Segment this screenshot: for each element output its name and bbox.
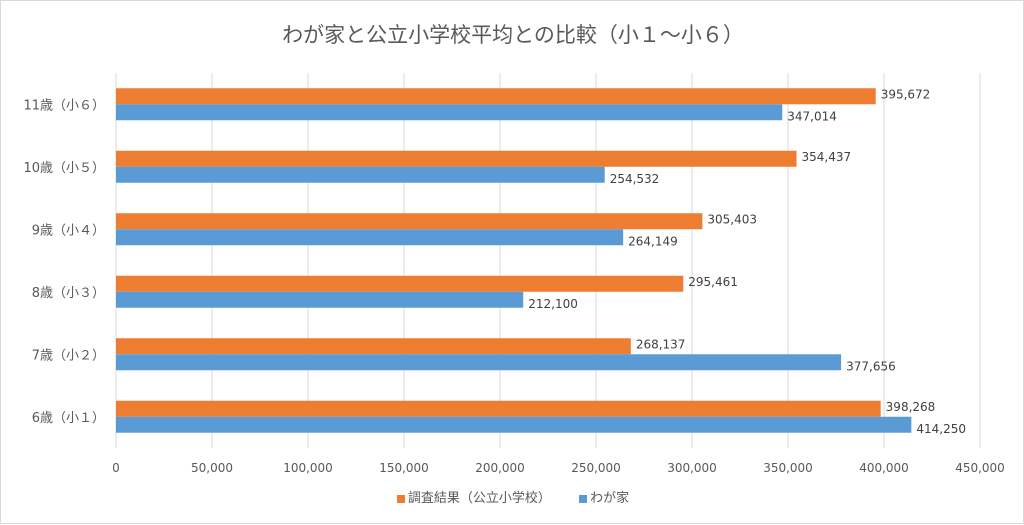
data-label: 212,100 [528,297,578,311]
data-label: 398,268 [886,400,936,414]
x-tick-label: 50,000 [191,461,233,475]
legend-item-home: わが家 [579,491,629,506]
legend: 調査結果（公立小学校） わが家 [1,487,1024,506]
data-label: 395,672 [881,87,931,101]
y-category-label: 7歳（小２） [32,348,105,363]
data-label: 268,137 [636,337,686,351]
y-category-label: 11歳（小６） [23,98,105,113]
data-label: 347,014 [787,109,837,123]
data-label: 354,437 [802,150,852,164]
data-label: 377,656 [846,359,896,373]
bar-survey [116,88,876,105]
x-tick-label: 150,000 [379,461,429,475]
bar-home [116,291,524,308]
x-tick-label: 100,000 [283,461,333,475]
x-tick-label: 400,000 [859,461,909,475]
legend-swatch [579,494,588,503]
data-label: 414,250 [916,422,966,436]
x-tick-label: 200,000 [475,461,525,475]
bar-survey [116,400,881,417]
y-category-label: 6歳（小１） [32,411,105,426]
bar-home [116,354,842,371]
data-label: 295,461 [688,275,738,289]
bar-home [116,416,912,433]
bar-survey [116,150,797,167]
chart-title: わが家と公立小学校平均との比較（小１～小６） [282,23,744,47]
legend-item-survey: 調査結果（公立小学校） [396,491,551,506]
x-tick-label: 0 [112,461,120,475]
bar-home [116,104,783,121]
legend-swatch [396,494,405,503]
data-label: 305,403 [707,212,757,226]
x-tick-label: 250,000 [571,461,621,475]
bar-survey [116,275,684,292]
x-tick-label: 350,000 [763,461,813,475]
data-label: 264,149 [628,234,678,248]
y-category-label: 8歳（小３） [32,286,105,301]
y-category-label: 10歳（小５） [23,161,105,176]
x-tick-label: 300,000 [667,461,717,475]
legend-label: わが家 [590,491,630,506]
bar-home [116,229,624,246]
y-category-label: 9歳（小４） [32,223,105,238]
x-tick-label: 450,000 [955,461,1005,475]
bar-home [116,166,605,183]
legend-label: 調査結果（公立小学校） [407,491,551,506]
bar-survey [116,338,631,355]
bar-survey [116,213,703,230]
data-label: 254,532 [610,172,660,186]
